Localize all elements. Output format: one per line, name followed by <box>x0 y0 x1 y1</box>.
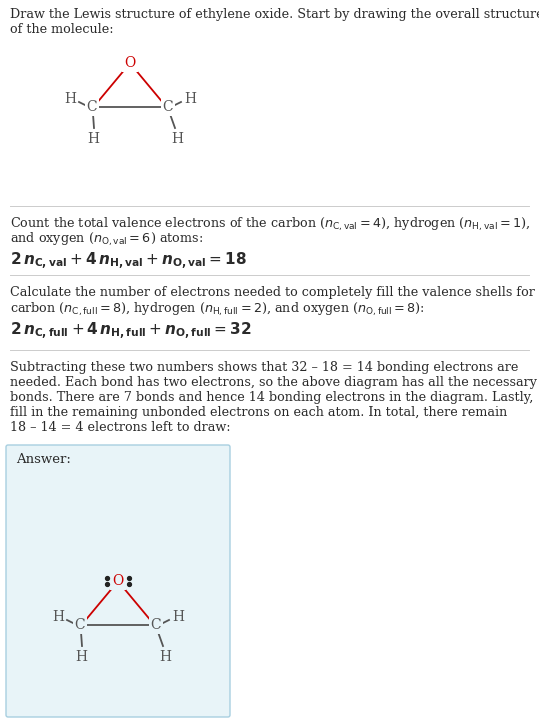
Text: $\mathbf{2}\,\boldsymbol{n}_\mathbf{C,val} + \mathbf{4}\,\boldsymbol{n}_\mathbf{: $\mathbf{2}\,\boldsymbol{n}_\mathbf{C,va… <box>10 251 247 272</box>
Text: Draw the Lewis structure of ethylene oxide. Start by drawing the overall structu: Draw the Lewis structure of ethylene oxi… <box>10 8 539 21</box>
Text: needed. Each bond has two electrons, so the above diagram has all the necessary: needed. Each bond has two electrons, so … <box>10 376 537 389</box>
Text: Answer:: Answer: <box>16 453 71 466</box>
Text: O: O <box>112 574 123 588</box>
Text: 18 – 14 = 4 electrons left to draw:: 18 – 14 = 4 electrons left to draw: <box>10 421 231 434</box>
Text: H: H <box>171 132 183 146</box>
Text: fill in the remaining unbonded electrons on each atom. In total, there remain: fill in the remaining unbonded electrons… <box>10 406 507 419</box>
Text: H: H <box>87 132 99 146</box>
Text: C: C <box>163 100 174 114</box>
Text: carbon ($n_\mathrm{C,full} = 8$), hydrogen ($n_\mathrm{H,full} = 2$), and oxygen: carbon ($n_\mathrm{C,full} = 8$), hydrog… <box>10 301 425 318</box>
Text: Calculate the number of electrons needed to completely fill the valence shells f: Calculate the number of electrons needed… <box>10 286 535 299</box>
Text: bonds. There are 7 bonds and hence 14 bonding electrons in the diagram. Lastly,: bonds. There are 7 bonds and hence 14 bo… <box>10 391 534 404</box>
Text: and oxygen ($n_\mathrm{O,val} = 6$) atoms:: and oxygen ($n_\mathrm{O,val} = 6$) atom… <box>10 231 203 248</box>
Text: O: O <box>125 56 136 70</box>
Text: H: H <box>172 610 184 624</box>
Text: H: H <box>52 610 64 624</box>
Text: H: H <box>75 650 87 664</box>
Text: of the molecule:: of the molecule: <box>10 23 114 36</box>
Text: H: H <box>159 650 171 664</box>
Text: H: H <box>64 92 76 106</box>
Text: C: C <box>87 100 98 114</box>
Text: Subtracting these two numbers shows that 32 – 18 = 14 bonding electrons are: Subtracting these two numbers shows that… <box>10 361 519 374</box>
Text: $\mathbf{2}\,\boldsymbol{n}_\mathbf{C,full} + \mathbf{4}\,\boldsymbol{n}_\mathbf: $\mathbf{2}\,\boldsymbol{n}_\mathbf{C,fu… <box>10 321 252 342</box>
FancyBboxPatch shape <box>6 445 230 717</box>
Text: C: C <box>151 618 161 632</box>
Text: C: C <box>75 618 85 632</box>
Text: H: H <box>184 92 196 106</box>
Text: Count the total valence electrons of the carbon ($n_\mathrm{C,val} = 4$), hydrog: Count the total valence electrons of the… <box>10 216 530 233</box>
